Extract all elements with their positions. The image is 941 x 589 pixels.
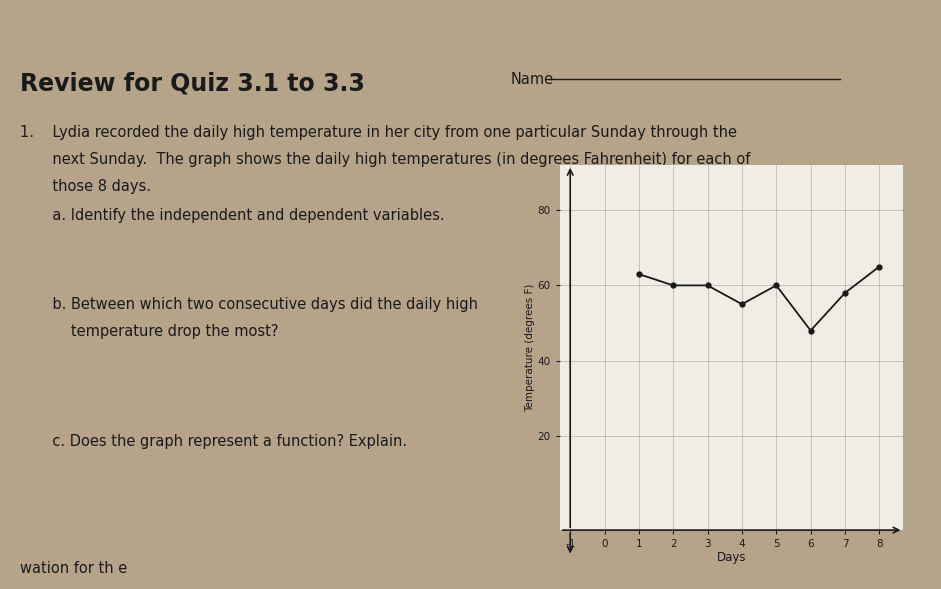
Text: c. Does the graph represent a function? Explain.: c. Does the graph represent a function? … <box>20 434 407 449</box>
Text: next Sunday.  The graph shows the daily high temperatures (in degrees Fahrenheit: next Sunday. The graph shows the daily h… <box>20 152 750 167</box>
Text: Name: Name <box>510 72 553 87</box>
Y-axis label: Temperature (degrees F): Temperature (degrees F) <box>525 283 535 412</box>
X-axis label: Days: Days <box>717 551 746 564</box>
Text: those 8 days.: those 8 days. <box>20 179 151 194</box>
Text: wation for th e: wation for th e <box>20 561 127 575</box>
Text: b. Between which two consecutive days did the daily high: b. Between which two consecutive days di… <box>20 297 478 312</box>
Text: 1.    Lydia recorded the daily high temperature in her city from one particular : 1. Lydia recorded the daily high tempera… <box>20 125 737 140</box>
Text: Review for Quiz 3.1 to 3.3: Review for Quiz 3.1 to 3.3 <box>20 72 365 96</box>
Text: temperature drop the most?: temperature drop the most? <box>20 324 279 339</box>
Text: a. Identify the independent and dependent variables.: a. Identify the independent and dependen… <box>20 209 444 223</box>
